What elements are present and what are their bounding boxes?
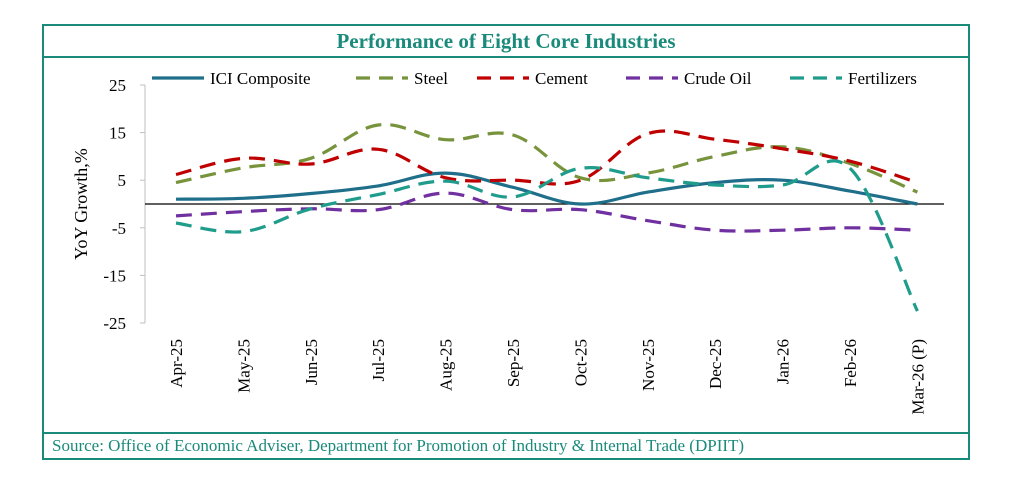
- x-tick-label: Jan-26: [774, 339, 793, 384]
- x-tick-label: Dec-25: [706, 339, 725, 389]
- y-tick-label: -5: [112, 219, 126, 238]
- y-tick-label: 25: [109, 76, 126, 95]
- series-line-fertilizers: [175, 159, 919, 312]
- x-tick-label: Oct-25: [571, 339, 590, 386]
- x-tick-label: Sep-25: [504, 339, 523, 387]
- y-tick-label: 5: [118, 171, 127, 190]
- axis-labels: 25 15 5 -5 -15 -25 YoY Growth,% Apr-25 May-25 Jun…: [71, 76, 927, 415]
- x-tick-label: May-25: [234, 339, 253, 393]
- x-tick-label: Jul-25: [369, 339, 388, 382]
- series-line-cement: [175, 129, 918, 186]
- y-tick-label: -25: [103, 314, 126, 333]
- x-tick-label: Jun-25: [302, 339, 321, 385]
- series-line-steel: [175, 122, 919, 194]
- axes: [140, 84, 944, 324]
- y-axis-title: YoY Growth,%: [71, 148, 91, 260]
- legend-label: Steel: [414, 69, 448, 88]
- legend-label: ICI Composite: [210, 69, 311, 88]
- x-tick-label: Mar-26 (P): [908, 339, 927, 415]
- x-tick-label: Apr-25: [167, 339, 186, 388]
- series-line-ici-composite: [175, 171, 918, 206]
- source-note: Source: Office of Economic Adviser, Depa…: [52, 436, 745, 455]
- y-tick-label: -15: [103, 266, 126, 285]
- x-tick-label: Nov-25: [639, 339, 658, 391]
- chart-title: Performance of Eight Core Industries: [336, 29, 676, 53]
- title-bar: Performance of Eight Core Industries: [44, 26, 968, 58]
- chart-frame: Performance of Eight Core Industries Sou…: [42, 24, 970, 460]
- source-bar: Source: Office of Economic Adviser, Depa…: [44, 432, 968, 458]
- series-line-crude-oil: [175, 191, 918, 233]
- x-tick-label: Feb-26: [841, 339, 860, 387]
- x-tick-label: Aug-25: [437, 339, 456, 391]
- legend-label: Fertilizers: [848, 69, 917, 88]
- legend-label: Cement: [535, 69, 588, 88]
- legend: ICI Composite Steel Cement Crude Oil Fertili…: [152, 69, 917, 88]
- series-lines: [175, 122, 919, 312]
- legend-label: Crude Oil: [684, 69, 752, 88]
- y-tick-label: 15: [109, 124, 126, 143]
